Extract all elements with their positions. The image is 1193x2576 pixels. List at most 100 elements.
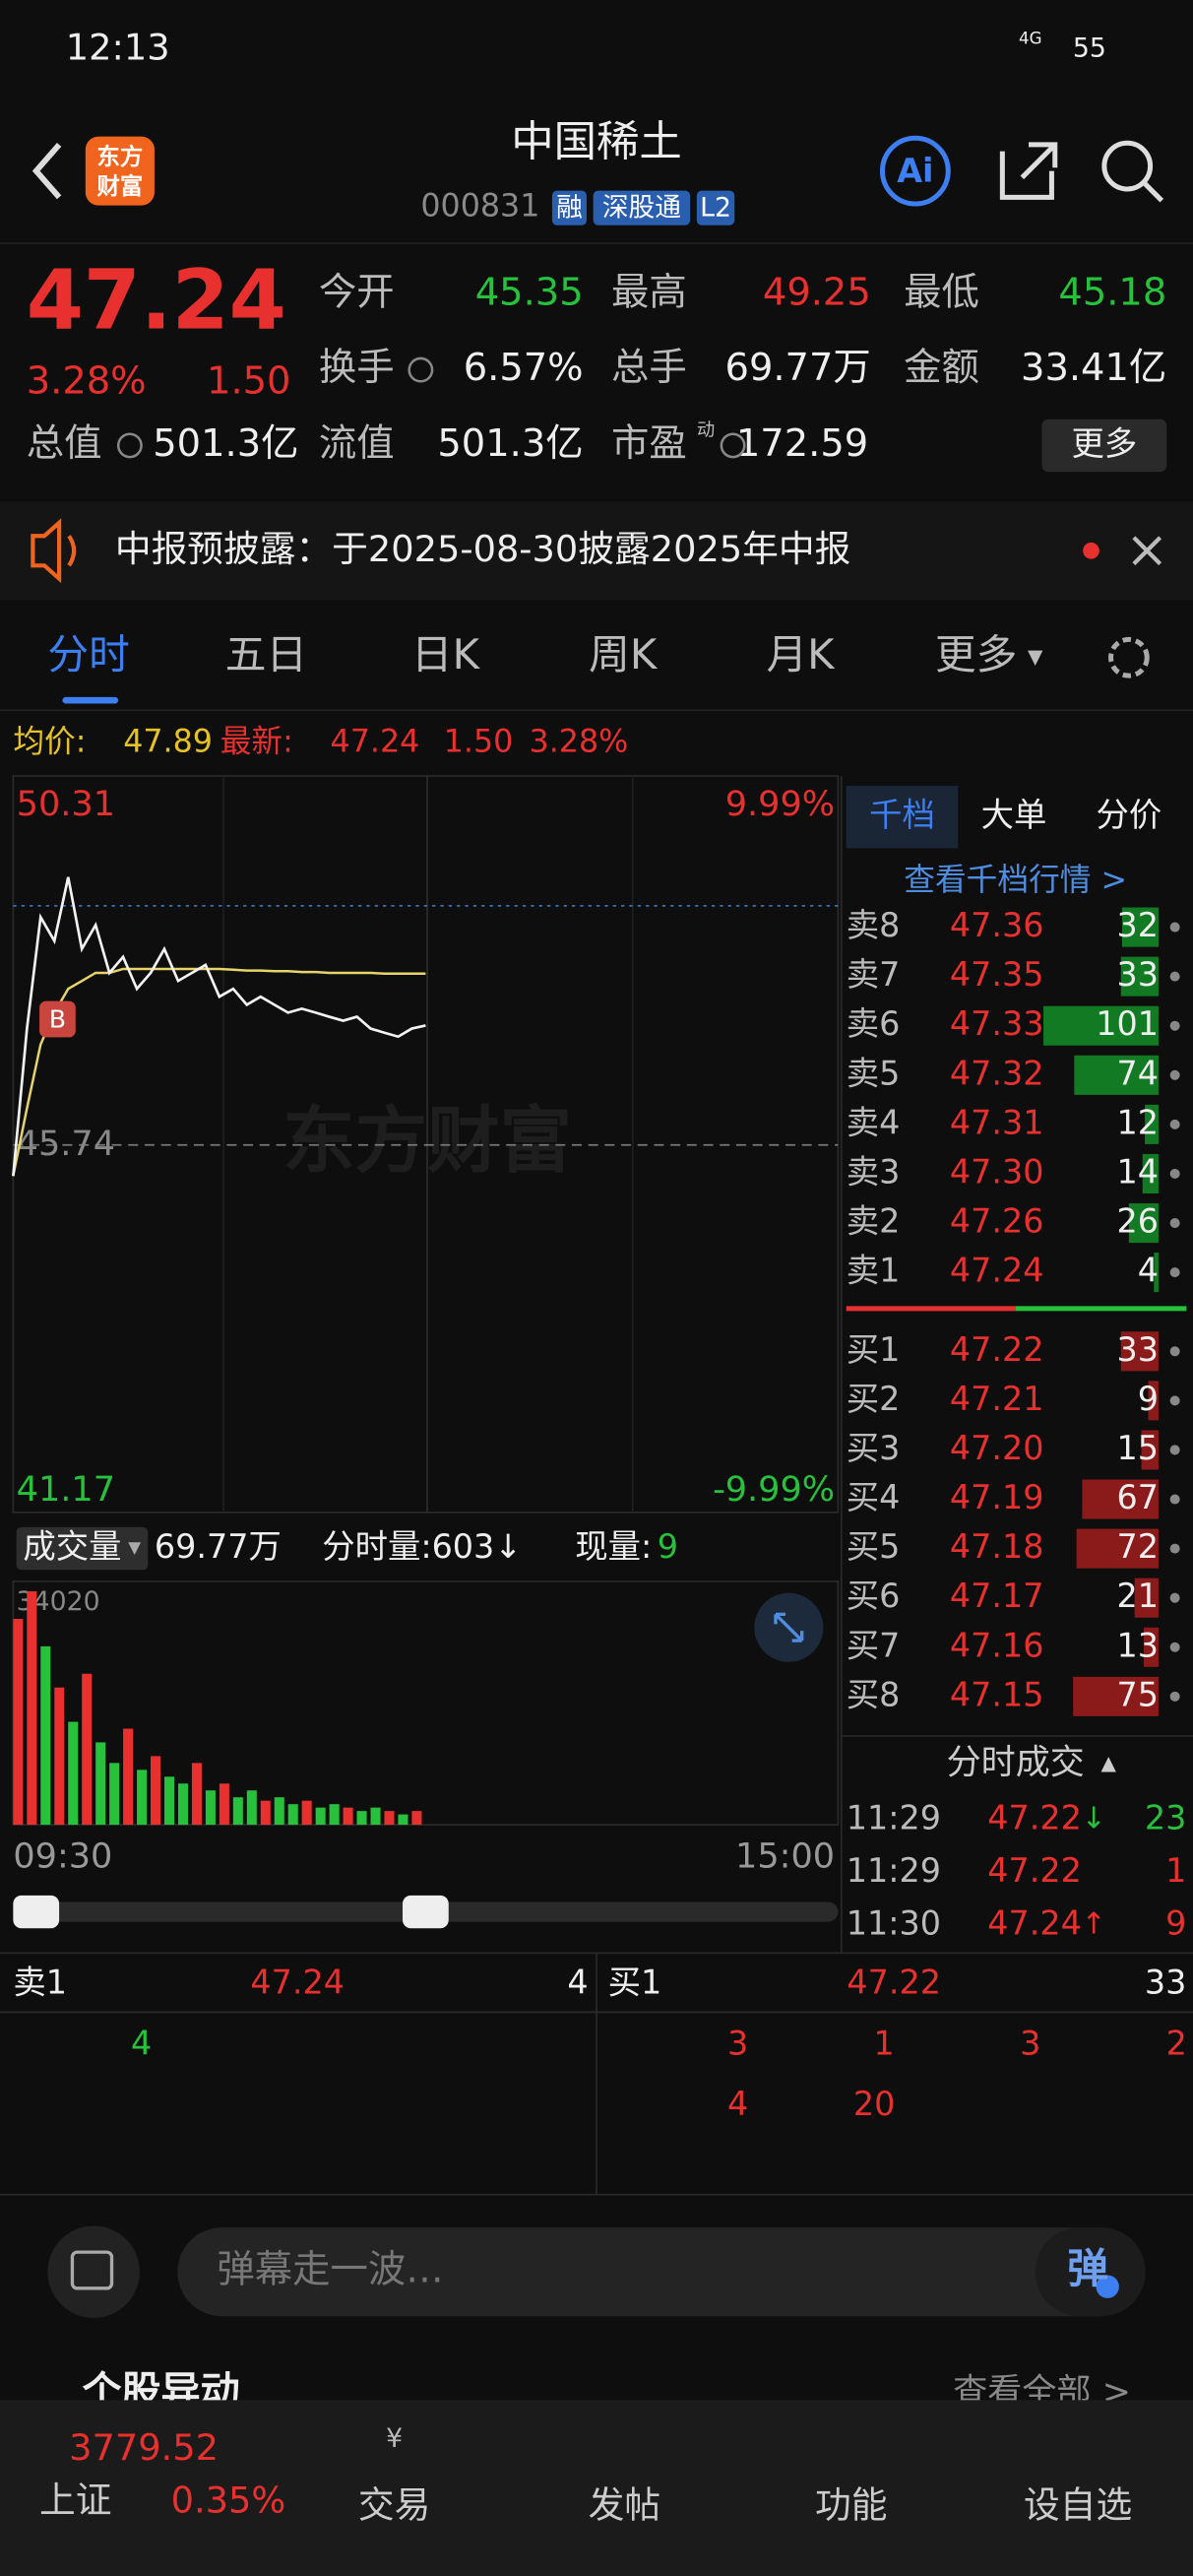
volume-bar: [163, 1776, 175, 1826]
tab[interactable]: 分时: [47, 630, 129, 678]
book-price: 47.24: [950, 1252, 1044, 1290]
volume-bar: [137, 1770, 148, 1826]
danmu-button-text[interactable]: 弹: [1067, 2244, 1108, 2292]
book-volume: 72: [1116, 1527, 1158, 1566]
book-dot: [1169, 1020, 1180, 1031]
stat-value: 6.57%: [464, 346, 584, 390]
book-price: 47.19: [950, 1478, 1044, 1516]
nav-item[interactable]: 设自选: [1024, 2483, 1132, 2526]
book-label: 卖8: [847, 906, 901, 944]
depth-bar: [1074, 1055, 1159, 1095]
volume-bar: [151, 1756, 161, 1826]
slider-handle[interactable]: [13, 1895, 60, 1929]
index-name: 上证: [39, 2479, 111, 2521]
level1-price: 47.22: [847, 1964, 941, 2002]
stock-tag: [593, 190, 691, 225]
volume-bar: [287, 1804, 298, 1826]
book-volume: 9: [1138, 1380, 1159, 1418]
back-icon[interactable]: [31, 142, 62, 200]
level1-label: 卖1: [13, 1964, 67, 2002]
y-tick-label: 41.17: [17, 1469, 115, 1510]
stock-tag: [551, 190, 587, 225]
danmu-placeholder[interactable]: 弹幕走一波…: [217, 2248, 443, 2292]
volume-bar: [109, 1763, 120, 1826]
logo: [85, 136, 155, 206]
book-volume: 75: [1116, 1675, 1158, 1713]
volume-bar: [301, 1800, 312, 1826]
logo-text: 东方: [97, 143, 144, 170]
ai-label[interactable]: Ai: [897, 152, 933, 190]
settings-icon[interactable]: [1108, 636, 1150, 678]
tab[interactable]: 周K: [589, 630, 659, 678]
book-label: 买6: [847, 1577, 901, 1615]
nav-item[interactable]: 功能: [815, 2483, 887, 2526]
minute-volume: 分时量:603↓: [322, 1527, 522, 1566]
share-icon[interactable]: [999, 142, 1058, 200]
volume-bar: [398, 1814, 408, 1826]
volume-bar: [411, 1811, 422, 1826]
status-battery: 55: [1073, 33, 1106, 64]
tab[interactable]: 五日: [225, 630, 307, 678]
more-label[interactable]: 更多: [1071, 424, 1137, 463]
nav-item[interactable]: 交易: [358, 2483, 430, 2526]
trades-caret: ▲: [1101, 1751, 1117, 1774]
tab[interactable]: 日K: [411, 630, 481, 678]
book-link[interactable]: 查看千档行情 >: [904, 863, 1127, 898]
book-price: 47.15: [950, 1675, 1044, 1713]
level1-volume: 4: [567, 1964, 588, 2002]
danmu-button[interactable]: [1035, 2227, 1146, 2317]
tab[interactable]: 月K: [766, 630, 836, 678]
depth-bar: [1073, 1676, 1159, 1716]
x-tick-label: 15:00: [735, 1835, 835, 1876]
book-price: 47.31: [950, 1103, 1044, 1141]
book-volume: 33: [1116, 1330, 1158, 1369]
depth-bar: [1076, 1528, 1159, 1569]
stock-tag: [696, 190, 735, 225]
stock-code: 000831: [420, 188, 539, 224]
depth-bar: [1120, 1331, 1159, 1372]
stat-label: 金额: [904, 346, 979, 390]
book-tab[interactable]: 大单: [981, 796, 1047, 834]
level1-order: 1: [874, 2024, 895, 2062]
book-tab[interactable]: 千档: [869, 796, 935, 834]
book-tab[interactable]: 分价: [1097, 796, 1162, 834]
trade-time: 11:29: [847, 1851, 941, 1890]
stat-value: 49.25: [763, 270, 871, 314]
avg-label: 均价:: [13, 725, 86, 760]
more-button[interactable]: [1041, 419, 1167, 473]
pct-bottom: -9.99%: [713, 1469, 835, 1510]
danmu-icon-bg[interactable]: [47, 2225, 140, 2318]
volume-selector[interactable]: [16, 1526, 149, 1571]
tab[interactable]: 更多: [935, 630, 1017, 678]
search-icon-handle: [1142, 180, 1164, 203]
stat-label: 流值: [319, 421, 395, 466]
level1-label: 买1: [608, 1964, 662, 2002]
active-tab[interactable]: [846, 785, 959, 849]
depth-bar: [1145, 1104, 1159, 1144]
index-change: 0.35%: [171, 2479, 286, 2521]
latest-label: 最新:: [220, 725, 293, 760]
volume-bar: [246, 1790, 257, 1826]
search-icon[interactable]: [1101, 140, 1154, 192]
danmu-input[interactable]: [177, 2227, 1146, 2317]
trade-direction: ↓: [1081, 1802, 1105, 1836]
level1-price: 47.24: [250, 1964, 345, 2002]
book-label: 买2: [847, 1380, 901, 1418]
depth-bar: [1154, 1253, 1159, 1293]
stat-label: 总手: [611, 346, 687, 390]
volume-bar: [205, 1790, 216, 1826]
volume-bar: [177, 1783, 188, 1826]
ai-icon[interactable]: [879, 135, 951, 207]
nav-item[interactable]: 发帖: [589, 2483, 660, 2526]
slider-handle[interactable]: [403, 1895, 449, 1929]
volume-bar: [384, 1811, 395, 1826]
book-volume: 101: [1096, 1004, 1159, 1043]
book-volume: 74: [1116, 1054, 1158, 1092]
latest-value: 47.24: [331, 725, 420, 760]
book-price: 47.18: [950, 1527, 1044, 1566]
book-dot: [1169, 922, 1180, 933]
volume-bar: [82, 1673, 93, 1826]
close-icon[interactable]: [1132, 536, 1162, 566]
y-tick-label: 45.74: [17, 1124, 115, 1164]
